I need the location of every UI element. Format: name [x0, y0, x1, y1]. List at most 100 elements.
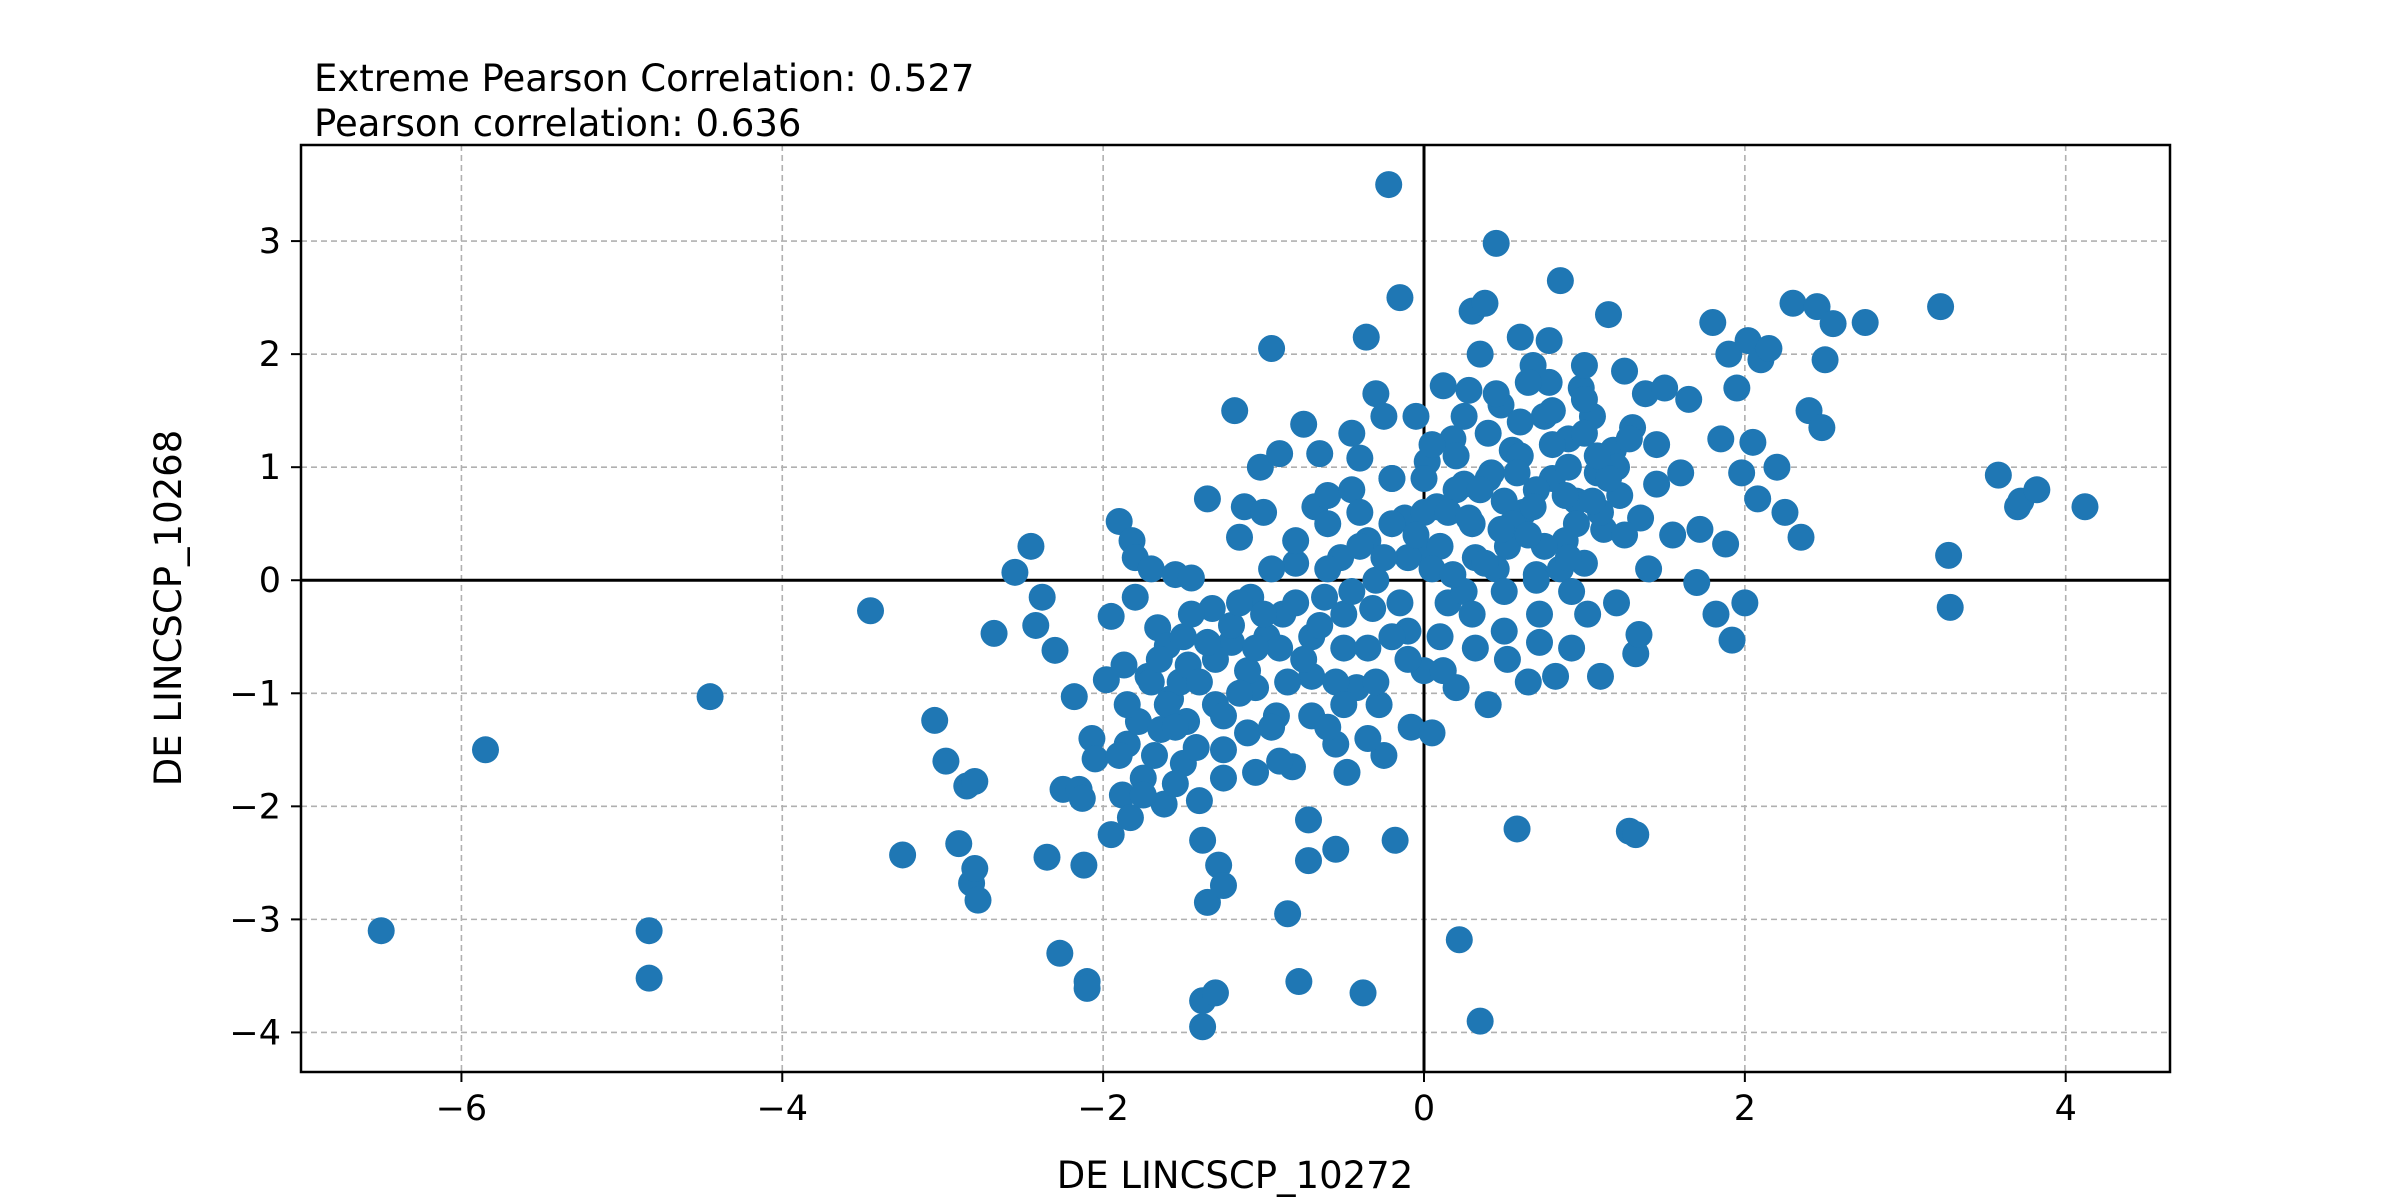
data-point [1594, 464, 1622, 492]
data-point [1554, 453, 1582, 481]
data-point [1193, 485, 1221, 513]
data-point [1266, 747, 1294, 775]
data-point [1627, 504, 1655, 532]
data-point [1137, 668, 1165, 696]
data-point [1429, 657, 1457, 685]
y-tick-label: −2 [229, 787, 281, 827]
data-point [635, 964, 663, 992]
data-point [1365, 691, 1393, 719]
data-point [1314, 481, 1342, 509]
data-point [1728, 459, 1756, 487]
data-point [1402, 521, 1430, 549]
data-point [1699, 308, 1727, 336]
data-point [1450, 402, 1478, 430]
data-point [1542, 662, 1570, 690]
data-point [1378, 623, 1406, 651]
data-point [1771, 498, 1799, 526]
data-point [1022, 611, 1050, 639]
data-point [1635, 555, 1663, 583]
data-point [1734, 327, 1762, 355]
data-point [1068, 784, 1096, 812]
data-point [1033, 843, 1061, 871]
data-point [1217, 611, 1245, 639]
data-point [1258, 555, 1286, 583]
data-point [1490, 578, 1518, 606]
chart-title-line-2: Pearson correlation: 0.636 [314, 102, 801, 145]
data-point [1643, 470, 1671, 498]
data-point [1234, 719, 1262, 747]
data-point [1578, 487, 1606, 515]
data-point [1611, 521, 1639, 549]
data-point [1526, 628, 1554, 656]
data-point [1333, 758, 1361, 786]
data-point [1330, 600, 1358, 628]
data-point [1558, 634, 1586, 662]
data-point [1338, 419, 1366, 447]
data-point [1001, 558, 1029, 586]
data-point [1538, 397, 1566, 425]
data-point [1851, 308, 1879, 336]
data-point [2023, 476, 2051, 504]
data-point [1715, 340, 1743, 368]
data-point [964, 886, 992, 914]
y-axis-label: DE LINCSCP_10268 [147, 430, 190, 787]
data-point [1586, 662, 1614, 690]
data-point [1242, 634, 1270, 662]
data-point [1744, 485, 1772, 513]
data-point [1209, 871, 1237, 899]
grid-lines [301, 145, 2170, 1072]
x-axis-label: DE LINCSCP_10272 [1057, 1154, 1414, 1197]
data-point [1625, 621, 1653, 649]
y-tick-label: 3 [259, 222, 281, 262]
data-point [1346, 498, 1374, 526]
data-point [1936, 593, 1964, 621]
data-point [1189, 1013, 1217, 1041]
data-point [1410, 464, 1438, 492]
data-point [1429, 372, 1457, 400]
data-point [1474, 419, 1502, 447]
data-point [1538, 431, 1566, 459]
data-point [1070, 851, 1098, 879]
data-point [1466, 1007, 1494, 1035]
data-point [1209, 702, 1237, 730]
data-point [1226, 589, 1254, 617]
data-point [635, 917, 663, 945]
data-point [1209, 764, 1237, 792]
data-point [1570, 419, 1598, 447]
data-point [1402, 402, 1430, 430]
data-point [1779, 289, 1807, 317]
data-point [1370, 402, 1398, 430]
data-point [1349, 979, 1377, 1007]
data-point [1198, 595, 1226, 622]
data-point [1808, 414, 1836, 442]
data-point [1471, 549, 1499, 577]
data-point [1250, 600, 1278, 628]
data-point [1667, 459, 1695, 487]
data-point [1394, 645, 1422, 673]
data-point [1535, 368, 1563, 396]
data-point [1189, 826, 1217, 854]
data-point [1583, 442, 1611, 470]
data-point [1246, 453, 1274, 481]
data-point [1097, 821, 1125, 849]
data-point [1097, 602, 1125, 630]
data-point [945, 830, 973, 858]
data-point [1514, 368, 1542, 396]
data-point [1226, 679, 1254, 707]
data-point [1182, 734, 1210, 762]
y-tick-label: 0 [259, 561, 281, 601]
data-point [1140, 741, 1168, 769]
x-tick-label: 2 [1734, 1089, 1756, 1129]
data-point [367, 917, 395, 945]
data-point [1378, 464, 1406, 492]
x-axis-ticks: −6 −4 −2 0 2 4 [436, 1072, 2077, 1129]
data-point [1242, 758, 1270, 786]
data-point [1338, 476, 1366, 504]
data-point [1487, 515, 1515, 543]
x-tick-label: −4 [756, 1089, 808, 1129]
data-point [1282, 549, 1310, 577]
data-point [1819, 310, 1847, 338]
data-point [1935, 541, 1963, 569]
data-point [1226, 523, 1254, 551]
data-point [1707, 425, 1735, 453]
